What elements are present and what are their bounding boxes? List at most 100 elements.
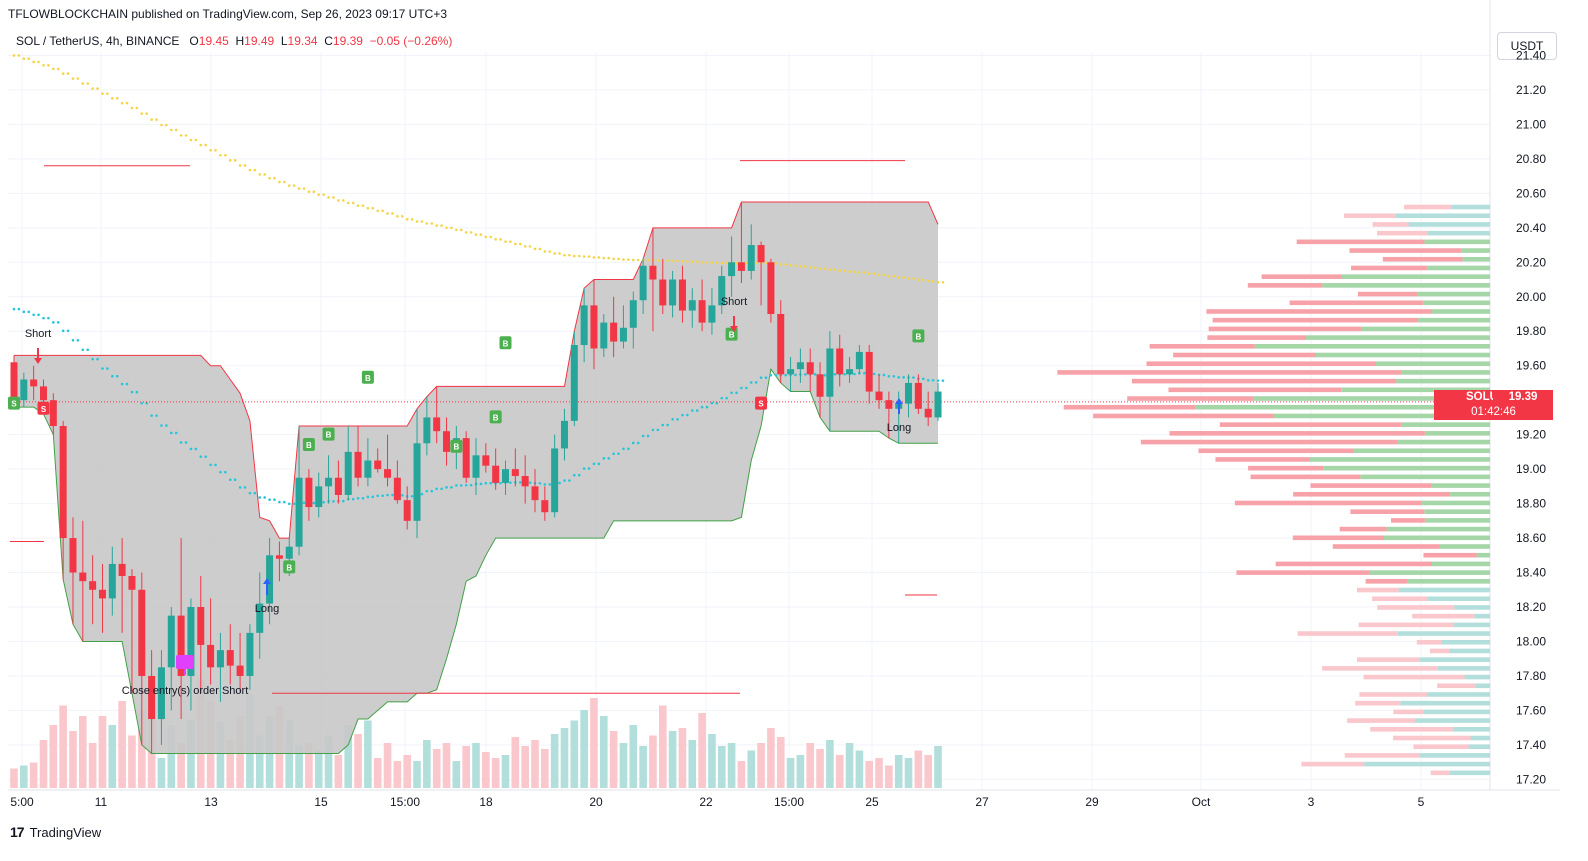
candle-body xyxy=(846,369,854,375)
ema-slow-dot xyxy=(346,201,350,205)
volume-profile-up xyxy=(1398,587,1490,593)
ema-fast-dot xyxy=(774,373,778,377)
ema-slow-dot xyxy=(872,272,876,275)
ema-fast-dot xyxy=(150,414,153,417)
ema-slow-dot xyxy=(582,255,586,258)
volume-profile-up xyxy=(1431,309,1490,314)
ema-fast-dot xyxy=(882,373,886,377)
volume-profile-up xyxy=(1396,378,1490,384)
price-tick-label: 20.60 xyxy=(1516,186,1546,200)
ohlc-legend: SOL / TetherUS, 4h, BINANCE O19.45 H19.4… xyxy=(16,34,452,48)
price-tick-label: 17.20 xyxy=(1516,772,1546,786)
volume-bar xyxy=(845,743,854,788)
volume-profile-down xyxy=(1063,404,1196,410)
volume-bar xyxy=(285,720,294,788)
volume-profile-down xyxy=(1236,570,1370,575)
ema-slow-dot xyxy=(695,260,699,264)
ema-slow-dot xyxy=(169,128,173,132)
volume-profile-down xyxy=(1429,648,1449,654)
time-tick-label: 22 xyxy=(699,795,713,809)
volume-profile-down xyxy=(1351,265,1427,271)
ema-slow-dot xyxy=(258,173,262,176)
volume-profile-down xyxy=(1365,579,1408,584)
ema-fast-dot xyxy=(71,338,75,342)
ema-slow-dot xyxy=(504,240,507,243)
ema-slow-dot xyxy=(32,60,35,64)
ema-fast-dot xyxy=(622,447,625,451)
change-value: −0.05 (−0.26%) xyxy=(369,34,453,48)
ema-fast-dot xyxy=(843,372,846,376)
candle-body xyxy=(560,420,568,449)
volume-profile-up xyxy=(1468,744,1490,750)
volume-bar xyxy=(786,758,795,788)
ema-fast-dot xyxy=(410,494,414,498)
price-tick-label: 18.80 xyxy=(1516,497,1546,511)
ema-fast-dot xyxy=(106,367,109,370)
price-tick-label: 19.60 xyxy=(1516,359,1546,373)
price-axis[interactable]: 21.40 21.20 21.00 20.80 20.60 20.40 20.20 20.00… xyxy=(1516,48,1546,786)
candle-body xyxy=(79,572,87,582)
volume-profile-down xyxy=(1207,335,1307,340)
price-tick-label: 18.60 xyxy=(1516,531,1546,545)
volume-bar xyxy=(875,758,883,788)
signal-badge xyxy=(322,427,335,441)
footer-brand[interactable]: 17 TradingView xyxy=(10,824,101,840)
ema-fast-dot xyxy=(381,494,384,498)
ema-fast-dot xyxy=(224,470,227,474)
ema-slow-dot xyxy=(214,148,217,152)
ema-fast-dot xyxy=(351,497,355,501)
candle-body xyxy=(364,460,372,478)
ema-slow-dot xyxy=(921,278,925,282)
low-label: L xyxy=(280,34,288,48)
volume-bar xyxy=(442,743,451,788)
ema-slow-dot xyxy=(37,60,40,64)
candle-body xyxy=(698,300,706,323)
ema-fast-dot xyxy=(769,373,773,377)
price-tick-label: 21.40 xyxy=(1516,48,1546,62)
candle-body xyxy=(855,351,863,370)
volume-profile-up xyxy=(1421,500,1490,506)
ema-slow-dot xyxy=(27,57,31,60)
candle-body xyxy=(30,379,38,387)
candle-body xyxy=(118,563,126,576)
ema-fast-dot xyxy=(710,401,714,405)
signal-badge xyxy=(912,329,925,343)
ema-fast-dot xyxy=(794,373,797,377)
ema-fast-dot xyxy=(720,396,724,400)
time-axis[interactable]: 5:00 11 13 15 15:00 18 20 22 15:00 25 27 29 Oct 3 5 xyxy=(10,795,1424,809)
volume-profile-down xyxy=(1358,622,1455,628)
candle-body xyxy=(462,438,470,478)
ema-slow-dot xyxy=(479,233,483,236)
volume-bar xyxy=(590,698,598,788)
ema-slow-dot xyxy=(666,259,669,263)
ema-slow-dot xyxy=(287,184,291,187)
volume-profile-down xyxy=(1344,753,1420,758)
ema-slow-dot xyxy=(818,267,822,271)
ema-slow-dot xyxy=(813,266,817,269)
volume-bar xyxy=(334,755,343,788)
open-label: O xyxy=(189,34,199,48)
volume-profile-up xyxy=(1441,639,1490,645)
channel-upper-line xyxy=(14,201,939,539)
ema-slow-dot xyxy=(686,260,689,263)
ema-fast-dot xyxy=(37,313,40,317)
volume-profile-down xyxy=(1370,726,1453,732)
ema-fast-dot xyxy=(430,489,434,493)
ema-fast-dot xyxy=(120,382,124,386)
time-tick-label: 27 xyxy=(975,795,989,809)
volume-profile-down xyxy=(1198,448,1354,454)
ema-fast-dot xyxy=(636,441,640,445)
volume-profile-up xyxy=(1309,457,1490,462)
ema-fast-dot xyxy=(361,497,365,500)
candle-body xyxy=(600,322,608,349)
ema-slow-dot xyxy=(42,64,45,67)
ema-fast-dot xyxy=(356,497,360,500)
volume-profile-down xyxy=(1355,700,1401,706)
currency-button[interactable]: USDT xyxy=(1497,32,1557,60)
ema-slow-dot xyxy=(130,106,134,110)
ema-fast-dot xyxy=(420,492,424,496)
ema-slow-dot xyxy=(356,204,360,207)
ema-fast-dot xyxy=(96,357,99,361)
volume-profile-down xyxy=(1332,544,1440,549)
